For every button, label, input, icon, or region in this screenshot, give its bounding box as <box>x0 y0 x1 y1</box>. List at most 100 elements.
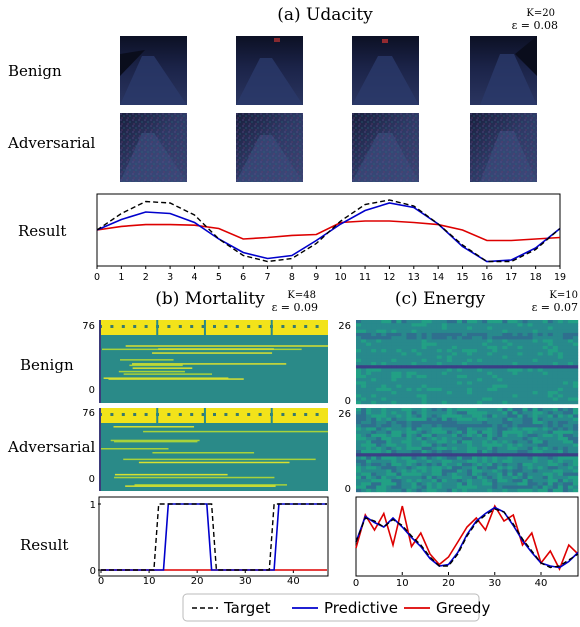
heatmap-cell <box>411 336 417 340</box>
heatmap-cell <box>527 488 533 493</box>
heatmap-cell <box>532 378 538 382</box>
heatmap-cell <box>461 430 468 435</box>
heatmap-cell <box>451 437 458 441</box>
heatmap-cell <box>416 352 422 356</box>
heatmap-cell <box>446 488 453 493</box>
heatmap-cell <box>467 397 473 401</box>
heatmap-cell <box>497 446 503 451</box>
heatmap-cell <box>487 355 493 359</box>
heatmap-cell <box>487 488 493 493</box>
heatmap-cell <box>381 342 387 347</box>
heatmap-cell <box>512 469 518 473</box>
heatmap-cell <box>547 342 553 347</box>
heatmap-cell <box>386 365 392 369</box>
benign-road-images <box>120 36 537 105</box>
heatmap-cell <box>497 387 503 392</box>
heatmap-cell <box>441 472 448 477</box>
heatmap-cell <box>436 378 442 382</box>
heatmap-cell <box>431 408 437 412</box>
heatmap-cell <box>537 349 543 353</box>
heatmap-cell <box>371 387 377 392</box>
heatmap-cell <box>406 456 412 460</box>
heatmap-cell <box>502 424 508 428</box>
heatmap-cell <box>401 479 407 483</box>
heatmap-cell <box>304 413 308 416</box>
heatmap-edge <box>99 408 101 491</box>
heatmap-cell <box>502 443 508 447</box>
heatmap-cell <box>456 456 463 460</box>
heatmap-cell <box>411 472 417 477</box>
heatmap-cell <box>446 420 453 425</box>
heatmap-cell <box>416 437 422 441</box>
legend-label-target: Target <box>223 599 271 617</box>
heatmap-cell <box>446 437 453 441</box>
heatmap-cell <box>562 450 569 454</box>
heatmap-cell <box>406 466 412 470</box>
heatmap-cell <box>441 352 448 356</box>
heatmap-cell <box>371 430 377 435</box>
heatmap-cell <box>436 332 442 337</box>
heatmap-cell <box>562 485 569 489</box>
heatmap-cell <box>416 332 422 337</box>
heatmap-cell <box>381 339 387 343</box>
heatmap-cell <box>567 323 574 327</box>
heatmap-cell <box>477 355 483 359</box>
heatmap-cell <box>421 358 427 363</box>
heatmap-cell <box>376 440 382 444</box>
heatmap-cell <box>482 358 488 363</box>
heatmap-line <box>134 484 288 486</box>
heatmap-cell <box>396 358 402 363</box>
heatmap-cell <box>421 332 427 337</box>
heatmap-cell <box>371 433 377 438</box>
heatmap-cell <box>572 381 579 385</box>
heatmap-cell <box>446 408 453 412</box>
heatmap-cell <box>446 456 453 460</box>
heatmap-cell <box>376 430 382 435</box>
heatmap-cell <box>446 345 453 350</box>
heatmap-line <box>120 359 174 361</box>
heatmap-cell <box>517 371 523 376</box>
heatmap-cell <box>371 437 377 441</box>
heatmap-cell <box>366 358 372 363</box>
heatmap-cell <box>512 349 518 353</box>
heatmap-cell <box>426 329 432 334</box>
legend-label-predictive: Predictive <box>324 599 398 617</box>
heatmap-cell <box>542 384 548 389</box>
heatmap-cell <box>482 437 488 441</box>
heatmap-cell <box>512 336 518 340</box>
heatmap-cell <box>482 446 488 451</box>
heatmap-cell <box>396 440 402 444</box>
heatmap-cell <box>386 485 392 489</box>
heatmap-cell <box>371 378 377 382</box>
heatmap-cell <box>542 485 548 489</box>
heatmap-cell <box>386 472 392 477</box>
heatmap-cell <box>356 440 362 444</box>
heatmap-cell <box>396 420 402 425</box>
heatmap-cell <box>441 430 448 435</box>
heatmap-line <box>152 352 273 354</box>
heatmap-cell <box>502 411 508 415</box>
energy-k-label: K=10 <box>549 290 578 301</box>
x-tick-label: 40 <box>287 576 300 587</box>
heatmap-cell <box>396 320 402 324</box>
heatmap-cell <box>456 453 463 457</box>
heatmap-cell <box>477 391 483 395</box>
heatmap-cell <box>401 443 407 447</box>
heatmap-cell <box>517 408 523 412</box>
heatmap-cell <box>451 430 458 435</box>
heatmap-cell <box>547 332 553 337</box>
heatmap-cell <box>386 450 392 454</box>
heatmap-cell <box>366 430 372 435</box>
heatmap-cell <box>376 358 382 363</box>
heatmap-cell <box>426 430 432 435</box>
heatmap-cell <box>426 374 432 379</box>
heatmap-cell <box>522 411 528 415</box>
heatmap-cell <box>477 420 483 425</box>
heatmap-cell <box>436 387 442 392</box>
heatmap-cell <box>492 326 498 330</box>
heatmap-cell <box>572 326 579 330</box>
heatmap-cell <box>537 462 543 467</box>
heatmap-cell <box>552 397 559 401</box>
heatmap-cell <box>431 397 437 401</box>
heatmap-cell <box>396 456 402 460</box>
